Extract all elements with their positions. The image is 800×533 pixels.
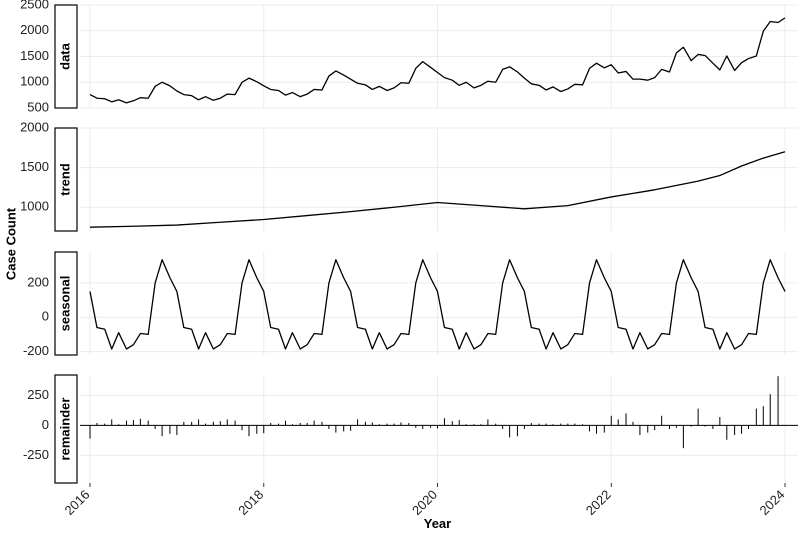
panel-data: data 500 1000 1500 2000 2500 (20, 0, 798, 114)
y-tick-label: 250 (27, 387, 49, 402)
x-tick-label: 2024 (756, 487, 787, 518)
y-tick-label: -250 (23, 447, 49, 462)
y-tick-label: 200 (27, 274, 49, 289)
panel-remainder: remainder -250 0 250 (23, 374, 798, 484)
x-axis-title: Year (424, 516, 451, 531)
panel-background (80, 252, 798, 355)
panel-trend: trend 1000 1500 2000 (20, 119, 798, 232)
strip-label: trend (57, 163, 72, 196)
panel-seasonal: seasonal -200 0 200 (23, 251, 798, 358)
strip-label: data (57, 42, 72, 70)
x-tick-label: 2020 (409, 487, 440, 518)
strip-box (54, 251, 78, 356)
strip-box (54, 4, 78, 109)
y-tick-label: 1000 (20, 199, 49, 214)
x-tick-label: 2022 (583, 487, 614, 518)
y-axis-title: Case Count (3, 207, 18, 280)
y-tick-label: -200 (23, 343, 49, 358)
y-tick-label: 2000 (20, 119, 49, 134)
x-tick-label: 2016 (61, 487, 92, 518)
series-line-data (89, 17, 786, 104)
y-tick-label: 0 (42, 309, 49, 324)
y-tick-label: 1000 (20, 74, 49, 89)
y-tick-label: 1500 (20, 48, 49, 63)
series-line-trend (89, 151, 786, 228)
x-tick-label: 2018 (235, 487, 266, 518)
strip-label: remainder (57, 398, 72, 461)
panel-background (80, 375, 798, 483)
strip-box (54, 127, 78, 232)
y-tick-label: 0 (42, 417, 49, 432)
strip-label: seasonal (57, 276, 72, 332)
y-tick-label: 2000 (20, 22, 49, 37)
y-tick-label: 500 (27, 99, 49, 114)
series-line-seasonal (89, 259, 786, 350)
y-tick-label: 1500 (20, 159, 49, 174)
y-tick-label: 2500 (20, 0, 49, 11)
strip-box (54, 374, 78, 484)
panel-background (80, 128, 798, 231)
